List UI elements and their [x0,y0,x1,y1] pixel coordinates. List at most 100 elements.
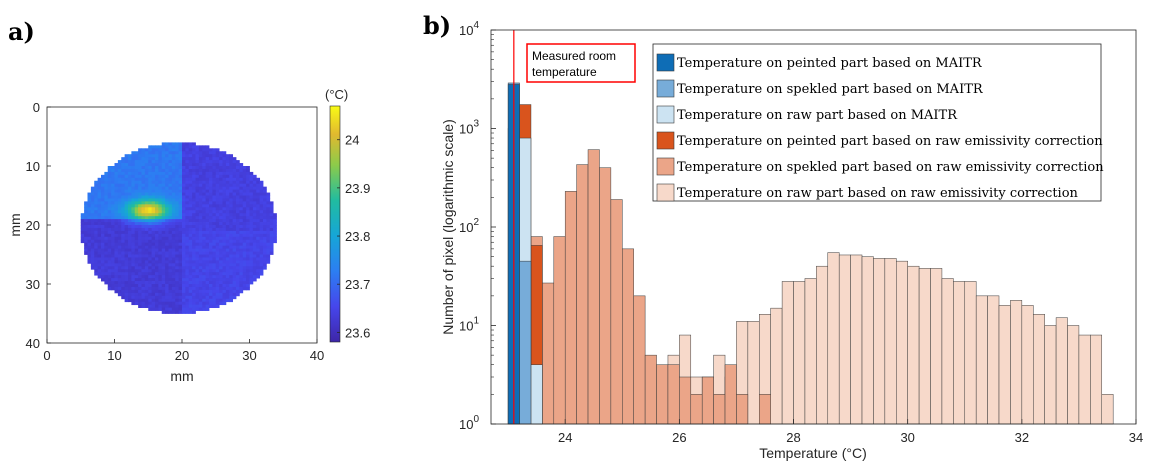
heatmap-cell [188,210,193,214]
heatmap-cell [148,198,153,202]
heatmap-cell [185,242,190,247]
heatmap-cell [209,230,213,235]
heatmap-cell [249,227,254,232]
heatmap-cell [188,292,193,297]
heatmap-cell [178,289,183,294]
heatmap-cell [256,201,261,205]
heatmap-cell [256,266,261,270]
heatmap-cell [168,195,173,199]
heatmap-cell [155,180,159,185]
heatmap-cell [121,245,126,249]
heatmap-cell [259,263,264,267]
heatmap-cell [90,225,95,229]
heatmap-cell [232,219,237,223]
heatmap-cell [209,242,213,247]
heatmap-cell [263,216,267,220]
heatmap-cell [256,222,261,226]
heatmap-cell [178,281,183,285]
heatmap-cell [232,222,237,226]
heatmap-cell [215,251,220,255]
heatmap-cell [87,192,92,196]
heatmap-cell [144,263,149,267]
annotation-line-1: Measured room [532,49,616,63]
heatmap-cell [229,236,234,241]
heatmap-cell [168,230,173,235]
heatmap-cell [269,248,274,252]
heatmap-cell [171,269,176,273]
heatmap-cell [246,272,250,276]
heatmap-cell [161,151,166,155]
heatmap-cell [114,289,119,294]
heatmap-cell [134,251,139,255]
heatmap-cell [94,189,99,193]
heatmap-cell [141,272,146,276]
heatmap-cell [219,236,223,241]
heatmap-cell [114,219,119,223]
heatmap-cell [249,213,254,217]
heatmap-cell [90,216,95,220]
heatmap-cell [107,281,112,285]
heatmap-cell [215,151,220,155]
heatmap-cell [175,210,180,214]
heatmap-cell [141,239,146,244]
heatmap-cell [195,189,200,193]
heatmap-cell [205,204,210,208]
heatmap-cell [215,260,220,264]
heatmap-cell [219,177,223,182]
heatmap-cell [168,180,173,185]
heatmap-cell [104,251,109,255]
heatmap-cell [232,192,237,196]
heatmap-cell [97,260,102,264]
heatmap-cell [195,222,200,226]
heatmap-cell [256,219,261,223]
heatmap-cell [151,295,156,300]
heatmap-cell [229,260,234,264]
histogram-bar [964,281,977,425]
heatmap-cell [202,233,207,238]
heatmap-cell [111,216,115,220]
heatmap-cell [124,160,129,164]
heatmap-cell [111,230,115,235]
heatmap-cell [165,307,169,311]
heatmap-cell [117,198,122,202]
heatmap-cell [188,257,193,261]
heatmap-cell [182,236,186,241]
heatmap-cell [219,295,223,300]
heatmap-cell [209,163,213,167]
heatmap-cell [107,254,112,258]
heatmap-cell [232,204,237,208]
heatmap-cell [209,222,213,226]
heatmap-cell [192,245,196,249]
heatmap-cell [107,222,112,226]
heatmap-cell [171,213,176,217]
heatmap-cell [175,168,180,173]
histogram-bar [1044,325,1057,425]
heatmap-cell [155,301,159,306]
heatmap-cell [192,289,196,294]
heatmap-cell [225,257,230,261]
heatmap-cell [84,219,88,223]
heatmap-cell [131,292,136,297]
histogram-bar [644,354,657,425]
heatmap-cell [212,278,217,282]
heatmap-cell [236,160,240,164]
heatmap-cell [246,278,250,282]
heatmap-cell [188,310,193,314]
heatmap-cell [155,145,159,149]
heatmap-cell [178,286,183,291]
heatmap-cell [141,233,146,238]
heatmap-cell [229,157,234,161]
heatmap-cell [178,157,183,161]
heatmap-cell [158,154,163,158]
heatmap-cell [219,157,223,161]
heatmap-cell [188,177,193,182]
heatmap-cell [124,198,129,202]
heatmap-cell [236,272,240,276]
heatmap-cell [117,289,122,294]
heatmap-cell [188,269,193,273]
heatmap-cell [225,269,230,273]
heatmap-cell [165,142,169,146]
heatmap-cell [259,254,264,258]
heatmap-cell [188,225,193,229]
heatmap-cell [178,163,183,167]
